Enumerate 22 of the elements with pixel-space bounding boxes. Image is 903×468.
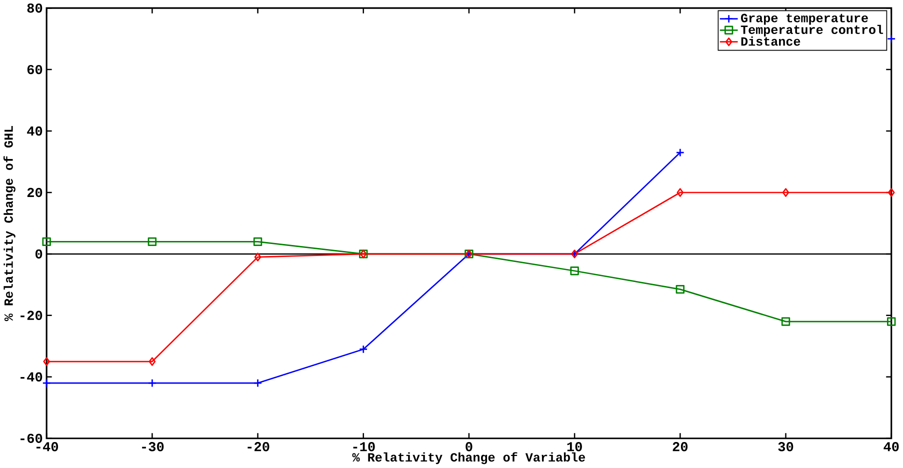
y-tick-label: 0 (36, 250, 42, 259)
x-tick-label: -20 (248, 442, 270, 452)
x-tick-label: -30 (142, 442, 164, 452)
y-tick-label: -60 (20, 434, 42, 444)
x-axis-title: % Relativity Change of Variable (352, 452, 586, 464)
y-tick-label: 60 (27, 65, 42, 74)
legend-label: Grape temperature (741, 14, 868, 25)
y-tick-label: -20 (20, 310, 42, 320)
x-tick-label: 20 (672, 442, 688, 452)
x-tick-label: 40 (884, 442, 899, 452)
y-tick-label: -40 (20, 372, 42, 382)
x-tick-label: 10 (567, 442, 582, 452)
y-tick-label: 20 (27, 188, 42, 198)
x-tick-label: -10 (353, 442, 375, 452)
y-axis-title: % Relativity Change of GHL (3, 126, 16, 322)
x-tick-label: 0 (466, 442, 472, 452)
y-tick-label: 80 (27, 4, 42, 13)
legend-label: Temperature control (740, 25, 884, 37)
y-tick-label: 40 (27, 126, 42, 136)
x-tick-label: -40 (36, 442, 58, 452)
x-tick-label: 30 (778, 442, 794, 452)
legend-label: Distance (741, 36, 800, 46)
